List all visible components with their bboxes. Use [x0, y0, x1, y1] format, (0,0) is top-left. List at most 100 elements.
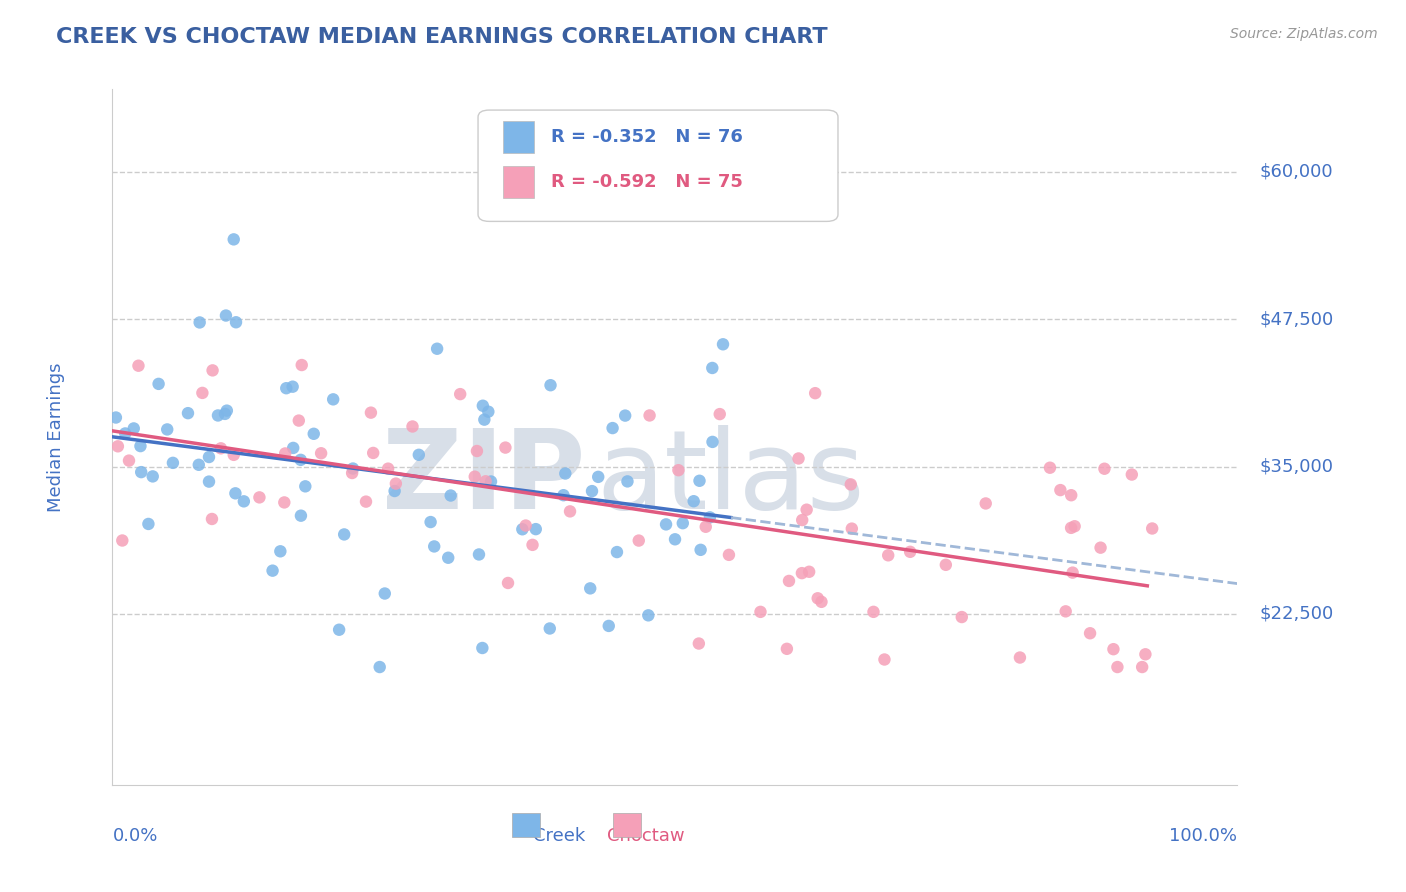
Point: [974, 496, 997, 510]
Text: $35,000: $35,000: [1260, 458, 1334, 475]
Text: CREEK VS CHOCTAW MEDIAN EARNINGS CORRELATION CHART: CREEK VS CHOCTAW MEDIAN EARNINGS CORRELA…: [56, 27, 828, 46]
Point: [688, 636, 710, 650]
Point: [340, 466, 363, 480]
Point: [477, 405, 499, 419]
Point: [333, 527, 356, 541]
Point: [1060, 521, 1083, 535]
Point: [839, 477, 862, 491]
Point: [354, 494, 377, 508]
Point: [1039, 460, 1062, 475]
Point: [616, 475, 638, 489]
Point: [598, 619, 620, 633]
Point: [225, 315, 247, 329]
FancyBboxPatch shape: [478, 110, 838, 221]
Point: [702, 434, 724, 449]
Point: [360, 406, 382, 420]
Point: [368, 660, 391, 674]
Point: [702, 361, 724, 376]
Point: [294, 479, 316, 493]
Point: [156, 422, 179, 436]
Point: [384, 483, 406, 498]
Point: [877, 549, 900, 563]
Point: [935, 558, 957, 572]
Point: [479, 475, 502, 489]
FancyBboxPatch shape: [503, 121, 534, 153]
Point: [262, 564, 284, 578]
Point: [614, 409, 637, 423]
Point: [682, 494, 704, 508]
Point: [104, 410, 127, 425]
Text: $47,500: $47,500: [1260, 310, 1334, 328]
Point: [198, 450, 221, 464]
Point: [288, 413, 311, 427]
Point: [796, 502, 818, 516]
Point: [290, 453, 312, 467]
Point: [873, 652, 896, 666]
Point: [129, 465, 152, 479]
Point: [322, 392, 344, 407]
Point: [797, 565, 820, 579]
Point: [1107, 660, 1129, 674]
Point: [419, 515, 441, 529]
Point: [215, 403, 238, 417]
Point: [374, 586, 396, 600]
Point: [401, 419, 423, 434]
Point: [142, 469, 165, 483]
Point: [950, 610, 973, 624]
Point: [162, 456, 184, 470]
Point: [464, 469, 486, 483]
Point: [664, 533, 686, 547]
Point: [118, 453, 141, 467]
Point: [1054, 604, 1077, 618]
Point: [749, 605, 772, 619]
Point: [309, 446, 332, 460]
Point: [1140, 521, 1163, 535]
Point: [290, 508, 312, 523]
Point: [214, 407, 236, 421]
Point: [627, 533, 650, 548]
Point: [689, 474, 711, 488]
Text: Source: ZipAtlas.com: Source: ZipAtlas.com: [1230, 27, 1378, 41]
Point: [778, 574, 800, 588]
Point: [1060, 488, 1083, 502]
Text: R = -0.592   N = 75: R = -0.592 N = 75: [551, 173, 742, 191]
Point: [127, 359, 149, 373]
Point: [717, 548, 740, 562]
Point: [787, 451, 810, 466]
Point: [471, 399, 494, 413]
Point: [581, 484, 603, 499]
Point: [695, 520, 717, 534]
Point: [342, 461, 364, 475]
Point: [1063, 519, 1085, 533]
Point: [699, 510, 721, 524]
Text: ZIP: ZIP: [381, 425, 585, 533]
Point: [1049, 483, 1071, 497]
Text: $22,500: $22,500: [1260, 605, 1334, 623]
Point: [655, 517, 678, 532]
Point: [440, 489, 463, 503]
Point: [222, 448, 245, 462]
Point: [524, 522, 547, 536]
Point: [188, 315, 211, 329]
Point: [558, 504, 581, 518]
Point: [776, 641, 799, 656]
Point: [1078, 626, 1101, 640]
Point: [138, 516, 160, 531]
Point: [554, 467, 576, 481]
Point: [602, 421, 624, 435]
Point: [426, 342, 449, 356]
Point: [465, 444, 488, 458]
Point: [1102, 642, 1125, 657]
Point: [515, 518, 537, 533]
Point: [807, 591, 830, 606]
Point: [222, 232, 245, 246]
Point: [496, 576, 519, 591]
Point: [201, 363, 224, 377]
Point: [232, 494, 254, 508]
Point: [1090, 541, 1112, 555]
Text: Choctaw: Choctaw: [607, 827, 685, 845]
Point: [201, 512, 224, 526]
Text: Creek: Creek: [533, 827, 585, 845]
FancyBboxPatch shape: [613, 813, 641, 837]
Point: [224, 486, 246, 500]
